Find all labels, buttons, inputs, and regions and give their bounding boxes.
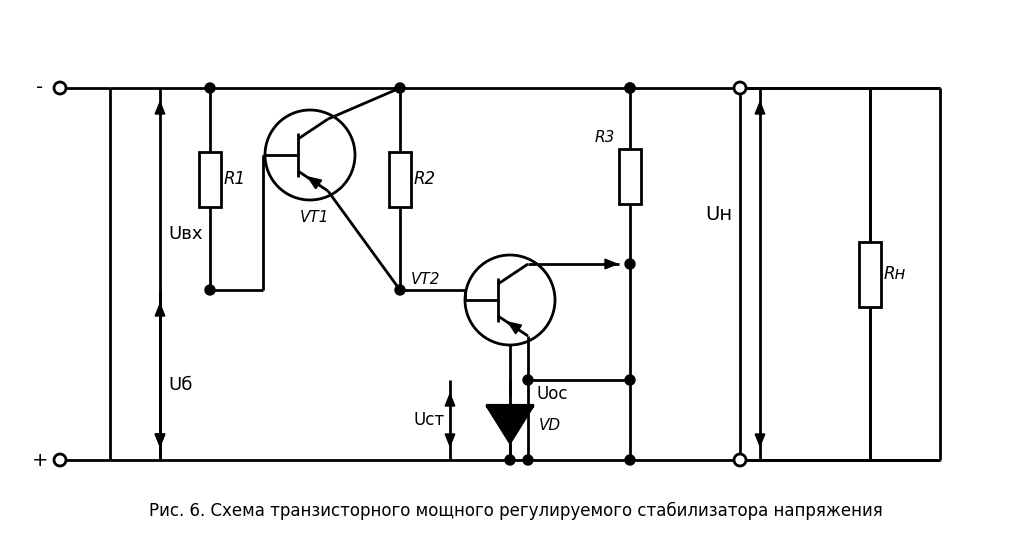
- Circle shape: [395, 285, 405, 295]
- Circle shape: [523, 375, 533, 385]
- Polygon shape: [755, 434, 765, 446]
- Circle shape: [205, 285, 215, 295]
- Circle shape: [523, 455, 533, 465]
- Text: -: -: [36, 78, 43, 98]
- Bar: [619, 149, 641, 203]
- Bar: [199, 152, 221, 207]
- Polygon shape: [486, 406, 534, 444]
- Polygon shape: [155, 304, 165, 316]
- Circle shape: [625, 455, 635, 465]
- Circle shape: [54, 454, 66, 466]
- Polygon shape: [445, 434, 455, 446]
- Circle shape: [734, 454, 746, 466]
- Text: Uвх: Uвх: [168, 225, 202, 243]
- Text: Uн: Uн: [705, 204, 732, 224]
- Circle shape: [625, 375, 635, 385]
- Text: +: +: [32, 451, 49, 469]
- Text: R2: R2: [414, 170, 437, 188]
- Polygon shape: [155, 102, 165, 114]
- Circle shape: [734, 82, 746, 94]
- Text: Uб: Uб: [168, 376, 193, 394]
- Polygon shape: [308, 177, 322, 188]
- Circle shape: [625, 83, 635, 93]
- Circle shape: [625, 83, 635, 93]
- Bar: [389, 152, 411, 207]
- Polygon shape: [155, 434, 165, 446]
- Circle shape: [395, 83, 405, 93]
- Text: Uос: Uос: [536, 385, 568, 403]
- Text: R1: R1: [224, 170, 246, 188]
- Polygon shape: [508, 322, 521, 334]
- Polygon shape: [605, 259, 617, 269]
- Text: VD: VD: [539, 418, 561, 433]
- Circle shape: [205, 83, 215, 93]
- Circle shape: [505, 455, 515, 465]
- Bar: [859, 241, 881, 306]
- Text: R3: R3: [595, 131, 615, 145]
- Polygon shape: [445, 394, 455, 406]
- Text: VT2: VT2: [411, 273, 440, 288]
- Text: Рис. 6. Схема транзисторного мощного регулируемого стабилизатора напряжения: Рис. 6. Схема транзисторного мощного рег…: [150, 502, 882, 520]
- Polygon shape: [755, 102, 765, 114]
- Text: Rн: Rн: [884, 265, 906, 283]
- Text: VT1: VT1: [300, 210, 330, 225]
- Text: Uст: Uст: [414, 411, 445, 429]
- Polygon shape: [155, 434, 165, 446]
- Circle shape: [625, 259, 635, 269]
- Circle shape: [54, 82, 66, 94]
